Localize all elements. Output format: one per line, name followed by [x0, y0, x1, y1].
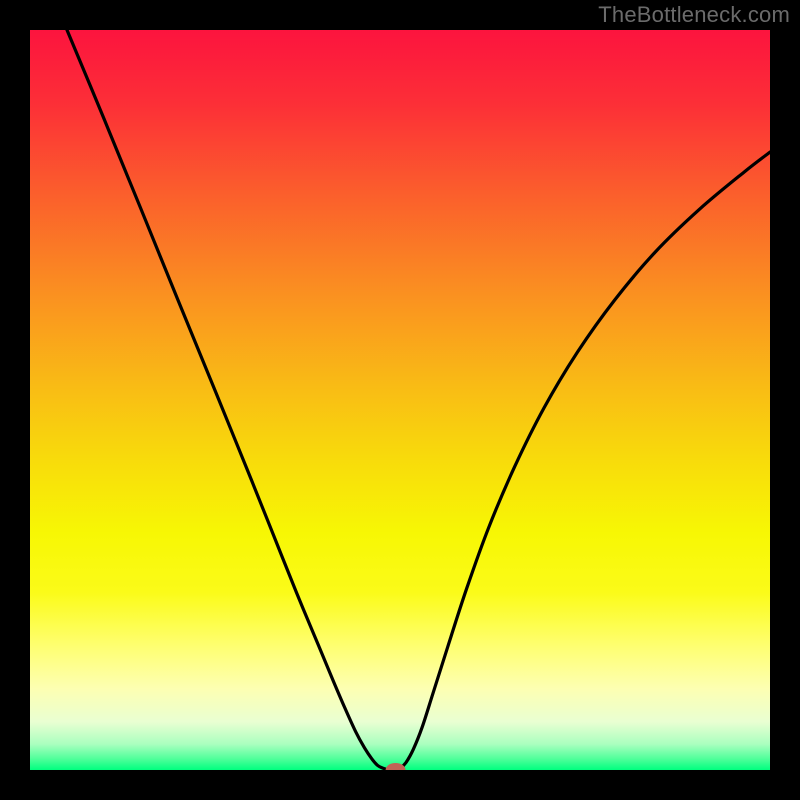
figure-root: { "watermark": { "text": "TheBottleneck.… — [0, 0, 800, 800]
watermark-text: TheBottleneck.com — [598, 2, 790, 28]
plot-area — [30, 30, 770, 770]
